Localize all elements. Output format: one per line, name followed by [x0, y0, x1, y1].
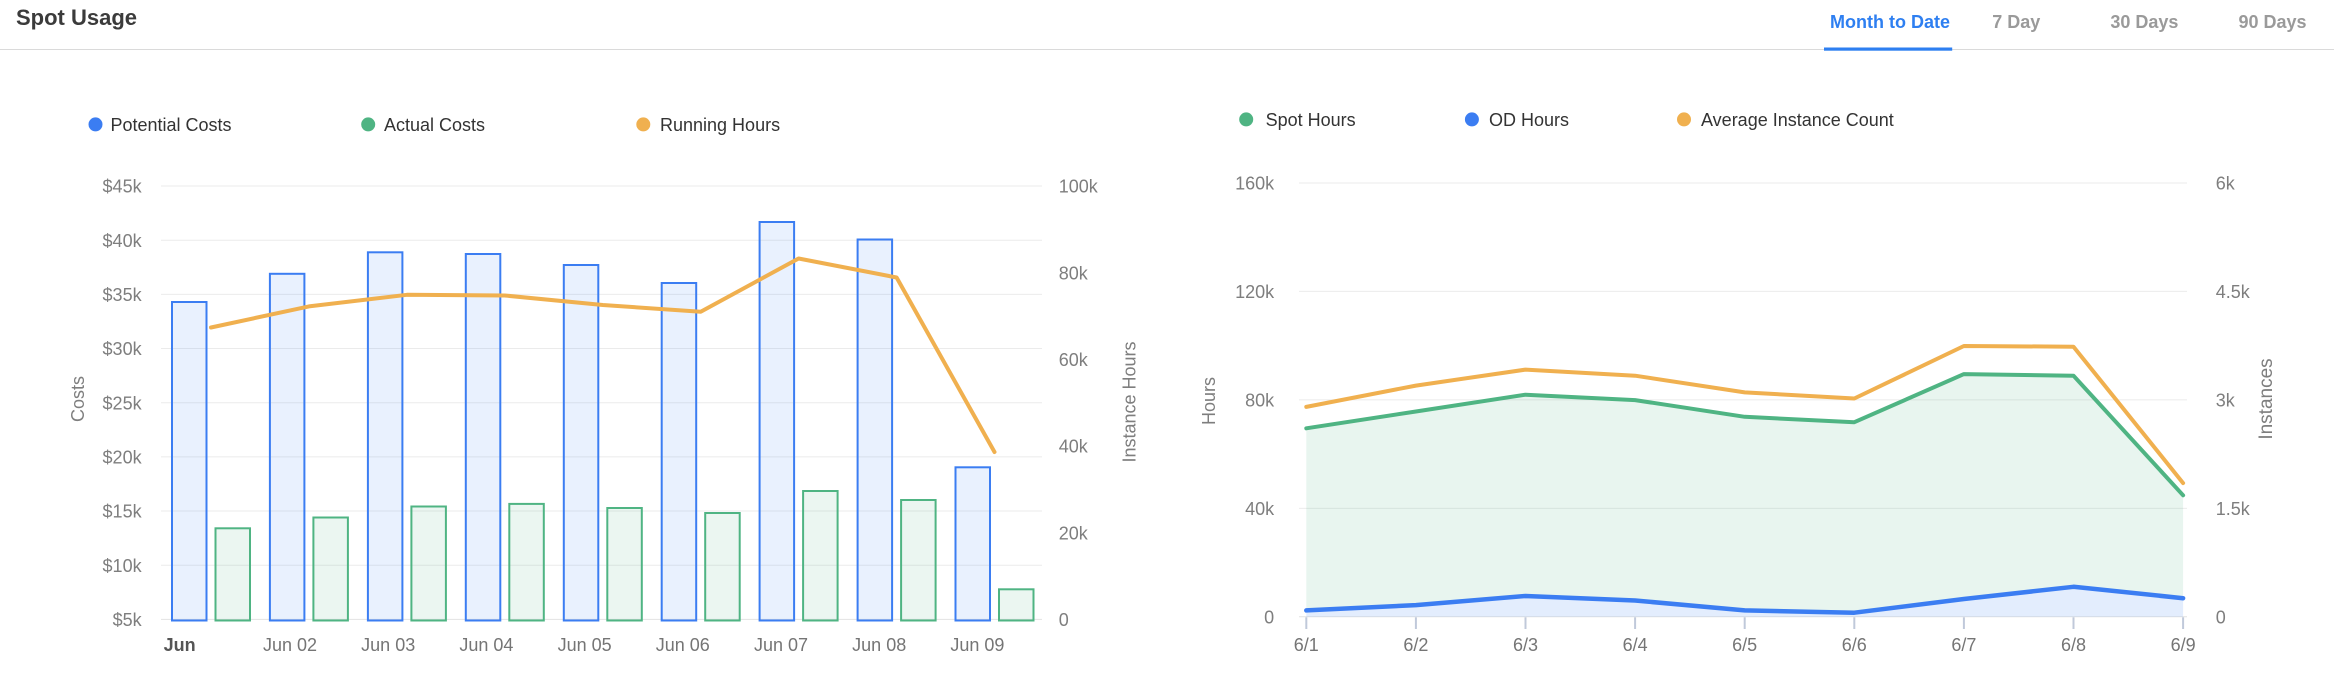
svg-text:$30k: $30k [103, 339, 143, 359]
svg-text:6/2: 6/2 [1403, 635, 1428, 655]
svg-text:30 Days: 30 Days [2110, 12, 2178, 32]
svg-text:Jun 09: Jun 09 [950, 635, 1004, 655]
svg-text:6/3: 6/3 [1513, 635, 1538, 655]
svg-text:160k: 160k [1235, 174, 1275, 194]
svg-text:Month to Date: Month to Date [1830, 12, 1950, 32]
svg-text:$15k: $15k [103, 502, 143, 522]
svg-text:$25k: $25k [103, 393, 143, 413]
svg-text:$5k: $5k [113, 610, 143, 630]
svg-text:120k: 120k [1235, 282, 1275, 302]
svg-text:Hours: Hours [1199, 377, 1219, 425]
svg-text:Jun 08: Jun 08 [852, 635, 906, 655]
svg-text:6/6: 6/6 [1842, 635, 1867, 655]
svg-text:OD Hours: OD Hours [1489, 110, 1569, 130]
svg-text:20k: 20k [1059, 523, 1089, 543]
svg-text:80k: 80k [1059, 263, 1089, 283]
svg-text:Jun: Jun [164, 635, 196, 655]
svg-text:Average Instance Count: Average Instance Count [1701, 110, 1894, 130]
svg-text:Spot Usage: Spot Usage [16, 5, 137, 30]
svg-text:80k: 80k [1245, 391, 1275, 411]
svg-text:0: 0 [2216, 607, 2226, 627]
svg-text:6/9: 6/9 [2171, 635, 2196, 655]
svg-text:$20k: $20k [103, 448, 143, 468]
svg-text:6/5: 6/5 [1732, 635, 1757, 655]
svg-text:0: 0 [1264, 607, 1274, 627]
svg-text:Jun 03: Jun 03 [361, 635, 415, 655]
svg-text:60k: 60k [1059, 350, 1089, 370]
svg-text:$10k: $10k [103, 556, 143, 576]
svg-text:Instance Hours: Instance Hours [1120, 341, 1140, 462]
svg-text:90 Days: 90 Days [2238, 12, 2306, 32]
svg-text:0: 0 [1059, 610, 1069, 630]
svg-text:40k: 40k [1245, 499, 1275, 519]
svg-text:Instances: Instances [2256, 358, 2277, 439]
svg-text:Costs: Costs [68, 376, 88, 422]
svg-text:Jun 04: Jun 04 [459, 635, 513, 655]
svg-text:Jun 02: Jun 02 [263, 635, 317, 655]
svg-text:$40k: $40k [103, 231, 143, 251]
svg-text:6/8: 6/8 [2061, 635, 2086, 655]
svg-text:4.5k: 4.5k [2216, 282, 2251, 302]
svg-text:Spot Hours: Spot Hours [1266, 110, 1356, 130]
svg-text:$45k: $45k [103, 177, 143, 197]
svg-text:7 Day: 7 Day [1992, 12, 2040, 32]
svg-text:Actual Costs: Actual Costs [384, 115, 485, 135]
svg-text:6k: 6k [2216, 174, 2236, 194]
svg-text:Jun 05: Jun 05 [558, 635, 612, 655]
svg-text:Potential Costs: Potential Costs [111, 115, 232, 135]
svg-text:100k: 100k [1059, 177, 1099, 197]
svg-text:Running Hours: Running Hours [660, 115, 780, 135]
svg-text:Jun 07: Jun 07 [754, 635, 808, 655]
svg-text:$35k: $35k [103, 285, 143, 305]
svg-text:6/4: 6/4 [1623, 635, 1648, 655]
svg-text:40k: 40k [1059, 437, 1089, 457]
svg-text:1.5k: 1.5k [2216, 499, 2251, 519]
svg-text:3k: 3k [2216, 391, 2236, 411]
svg-text:Jun 06: Jun 06 [656, 635, 710, 655]
svg-text:6/1: 6/1 [1294, 635, 1319, 655]
svg-text:6/7: 6/7 [1951, 635, 1976, 655]
